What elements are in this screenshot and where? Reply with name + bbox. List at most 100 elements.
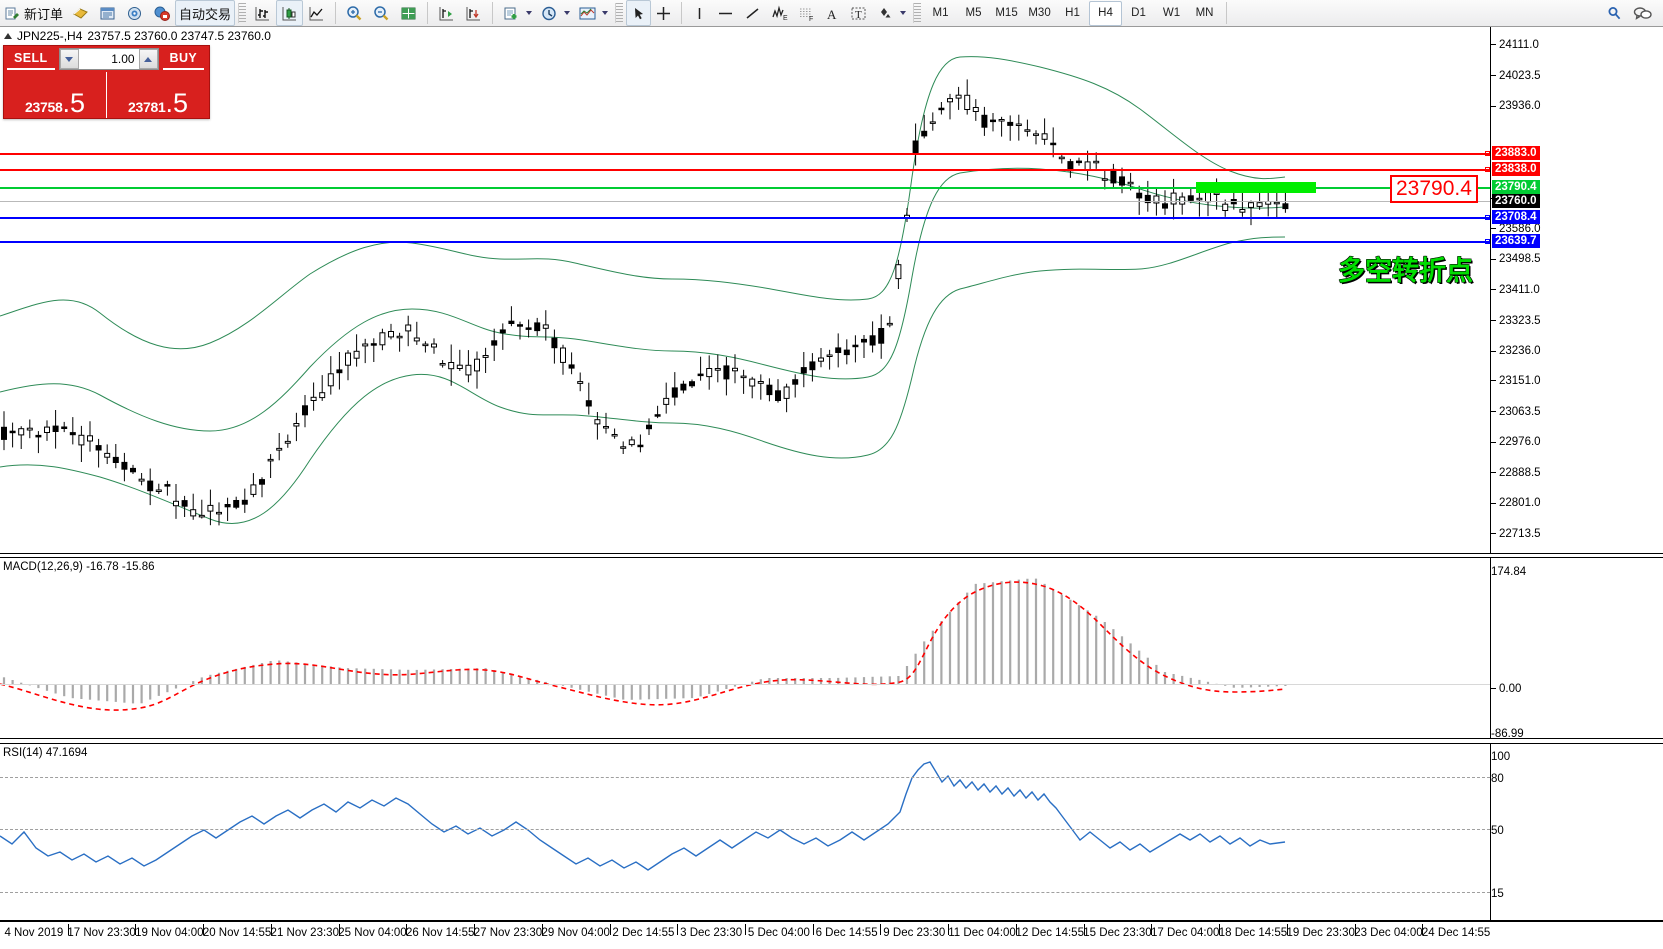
timeframe-m30[interactable]: M30 xyxy=(1028,7,1051,19)
rsi-pane[interactable]: RSI(14) 47.1694 100 80 50 15 xyxy=(0,743,1663,921)
crosshair-button[interactable] xyxy=(651,0,676,26)
chart-shift-button[interactable] xyxy=(433,0,460,26)
timeframe-h4[interactable]: H4 xyxy=(1089,0,1123,26)
timeframe-m5[interactable]: M5 xyxy=(965,7,982,19)
shapes-button[interactable] xyxy=(872,0,910,26)
text-label-button[interactable]: T xyxy=(845,0,872,26)
price-tag-23708[interactable]: 23708.4 xyxy=(1492,210,1540,224)
new-order-label: 新订单 xyxy=(24,6,64,22)
rsi-level-50 xyxy=(0,829,1490,830)
chat-icon xyxy=(1633,6,1652,20)
price-tag-last[interactable]: 23760.0 xyxy=(1492,194,1540,208)
price-tag-23838[interactable]: 23838.0 xyxy=(1492,162,1540,176)
sell-price[interactable]: 23758 .5 xyxy=(4,72,106,118)
bar-chart-button[interactable] xyxy=(249,0,276,26)
terminal-button[interactable] xyxy=(148,0,175,26)
time-tick-label: 17 Dec 04:00 xyxy=(1151,927,1220,939)
time-tick-label: 27 Nov 23:30 xyxy=(473,927,543,939)
macd-plot[interactable] xyxy=(0,558,1490,738)
horizontal-line-button[interactable] xyxy=(712,0,739,26)
candlestick-chart-button[interactable] xyxy=(276,0,304,26)
price-tag-23790[interactable]: 23790.4 xyxy=(1492,180,1540,194)
templates-button[interactable] xyxy=(574,0,612,26)
elliott-wave-button[interactable]: E xyxy=(766,0,793,26)
auto-trading-button[interactable]: 自动交易 xyxy=(175,0,236,26)
price-tick: 23063.5 xyxy=(1491,406,1541,418)
vertical-line-icon xyxy=(698,7,701,19)
trendline-button[interactable] xyxy=(739,0,766,26)
chevron-down-icon[interactable] xyxy=(526,11,533,15)
macd-tick: 0.00 xyxy=(1491,683,1521,695)
search-button[interactable] xyxy=(1601,0,1628,26)
pivot-callout-label[interactable]: 23790.4 xyxy=(1390,175,1478,203)
price-level-23838[interactable] xyxy=(0,169,1490,171)
macd-scale[interactable]: 174.84 0.00 -86.99 xyxy=(1491,558,1663,740)
volume-value[interactable]: 1.00 xyxy=(111,52,135,66)
macd-series xyxy=(0,578,1287,711)
rsi-level-15 xyxy=(0,892,1490,893)
chart-area[interactable]: 23790.4 多空转折点 24111.024023.523936.023673… xyxy=(0,27,1663,948)
cursor-button[interactable] xyxy=(626,0,652,26)
bar-chart-icon xyxy=(255,6,270,20)
price-plot[interactable]: 23790.4 多空转折点 xyxy=(0,27,1490,553)
time-tick-separator xyxy=(1083,924,1085,935)
timeframe-m15[interactable]: M15 xyxy=(995,7,1018,19)
price-tick: 22888.5 xyxy=(1491,467,1541,479)
price-level-23639[interactable] xyxy=(0,241,1490,243)
time-tick-label: 29 Nov 04:00 xyxy=(541,927,610,939)
chevron-down-icon-3[interactable] xyxy=(602,11,609,15)
expert-advisors-button[interactable] xyxy=(67,0,94,26)
period-button[interactable] xyxy=(536,0,574,26)
price-level-23708[interactable] xyxy=(0,217,1490,219)
auto-scroll-button[interactable] xyxy=(460,0,487,26)
collapse-icon[interactable] xyxy=(4,33,12,39)
chat-button[interactable] xyxy=(1628,0,1657,26)
chevron-down-icon-4[interactable] xyxy=(900,11,907,15)
add-indicator-button[interactable] xyxy=(498,0,536,26)
time-tick-label: 5 Dec 04:00 xyxy=(747,927,810,939)
tile-windows-button[interactable] xyxy=(395,0,422,26)
data-window-button[interactable] xyxy=(94,0,121,26)
pivot-highlight-bar[interactable] xyxy=(1196,182,1316,193)
rsi-plot[interactable] xyxy=(0,744,1490,920)
vertical-line-button[interactable] xyxy=(687,0,712,26)
volume-increase-button[interactable] xyxy=(138,49,158,69)
zoom-in-button[interactable] xyxy=(341,0,368,26)
timeframe-w1[interactable]: W1 xyxy=(1162,7,1181,19)
time-tick-separator xyxy=(880,924,882,935)
turning-point-note[interactable]: 多空转折点 xyxy=(1338,256,1473,287)
price-tag-23639[interactable]: 23639.7 xyxy=(1492,234,1540,248)
elliott-wave-icon: E xyxy=(772,4,788,22)
timeframe-d1[interactable]: D1 xyxy=(1131,7,1146,19)
sell-button[interactable]: SELL xyxy=(7,48,55,70)
text-button[interactable]: A xyxy=(820,0,845,26)
zoom-out-button[interactable] xyxy=(368,0,395,26)
time-tick-separator xyxy=(67,924,69,935)
volume-decrease-button[interactable] xyxy=(59,49,79,69)
new-order-button[interactable]: 新订单 xyxy=(0,0,67,26)
price-level-23790[interactable] xyxy=(0,187,1490,189)
fibonacci-button[interactable]: F xyxy=(793,0,820,26)
toolbar-separator xyxy=(238,3,247,23)
price-scale[interactable]: 24111.024023.523936.023673.523586.023498… xyxy=(1491,27,1663,553)
navigator-button[interactable] xyxy=(121,0,148,26)
price-pane[interactable]: 23790.4 多空转折点 24111.024023.523936.023673… xyxy=(0,27,1663,554)
buy-button[interactable]: BUY xyxy=(162,48,205,70)
price-tag-23883[interactable]: 23883.0 xyxy=(1492,146,1540,160)
svg-text:E: E xyxy=(783,15,788,22)
buy-price[interactable]: 23781 .5 xyxy=(107,72,209,118)
rsi-scale[interactable]: 100 80 50 15 xyxy=(1491,744,1663,920)
volume-stepper[interactable]: 1.00 xyxy=(58,48,159,70)
chevron-down-icon-2[interactable] xyxy=(564,11,571,15)
crosshair-icon xyxy=(657,6,671,20)
price-level-23883[interactable] xyxy=(0,153,1490,155)
macd-pane[interactable]: MACD(12,26,9) -16.78 -15.86 174.84 0.00 -8… xyxy=(0,557,1663,740)
timeframe-h1[interactable]: H1 xyxy=(1065,7,1080,19)
new-order-icon xyxy=(5,7,19,19)
rsi-label: RSI(14) 47.1694 xyxy=(3,747,88,759)
line-chart-button[interactable] xyxy=(303,0,330,26)
time-axis[interactable]: 4 Nov 2019 17 Nov 23:30 19 Nov 04:00 20 Nov… xyxy=(0,921,1663,949)
one-click-trading-panel[interactable]: SELL 1.00 BUY 23758 .5 23781 .5 xyxy=(3,45,210,119)
timeframe-mn[interactable]: MN xyxy=(1195,7,1214,19)
timeframe-m1[interactable]: M1 xyxy=(932,7,949,19)
